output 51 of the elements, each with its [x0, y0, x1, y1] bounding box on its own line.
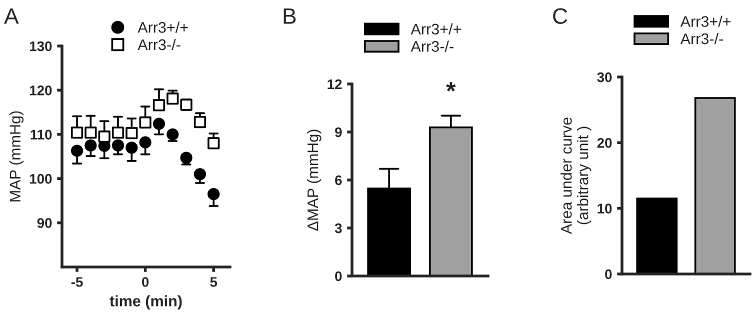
point — [112, 139, 124, 152]
y-axis-title: MAP (mmHg) — [9, 111, 24, 202]
y-tick-label: 130 — [30, 41, 52, 52]
point — [70, 126, 84, 139]
point — [194, 116, 206, 128]
point — [98, 130, 110, 143]
legend-label: Arr3+/+ — [680, 16, 731, 27]
x-tick-label: 5 — [210, 277, 218, 287]
point — [126, 142, 138, 154]
point — [166, 92, 179, 105]
point — [152, 118, 166, 130]
y-tick-label: 6 — [335, 175, 342, 186]
y-tick-label: 9 — [335, 127, 342, 138]
y-tick-label: 10 — [598, 204, 612, 214]
y-tick-label: 0 — [605, 269, 612, 280]
y-tick-label: 3 — [334, 223, 342, 234]
point — [112, 126, 124, 139]
point — [208, 137, 220, 150]
point — [126, 127, 138, 140]
y-axis-title: ΔMAP (mmHg) — [307, 130, 322, 231]
y-tick-label: 120 — [30, 86, 52, 96]
x-tick-label: -5 — [71, 277, 83, 287]
point — [208, 188, 220, 200]
point — [84, 139, 97, 152]
y-tick-label: 30 — [597, 72, 612, 82]
chart-title: B — [284, 8, 296, 24]
point — [152, 99, 166, 112]
y-tick-label: 110 — [30, 130, 52, 140]
point — [180, 98, 192, 111]
point — [194, 168, 206, 180]
legend-label: Arr3-/- — [680, 33, 723, 44]
y-tick-label: 20 — [597, 138, 612, 148]
point — [180, 152, 192, 164]
chart-title: A — [4, 8, 19, 24]
y-axis-title: Area under curve (arbitrary unit ) — [560, 118, 592, 234]
point — [139, 116, 152, 129]
annotation: * — [446, 82, 456, 92]
x-axis-title: time (min) — [110, 295, 182, 310]
legend-label: Arr3-/- — [410, 40, 454, 52]
point — [70, 144, 84, 157]
legend-label: Arr3+/+ — [138, 22, 188, 33]
point — [166, 128, 179, 140]
chart-title: C — [553, 8, 568, 24]
point — [139, 136, 152, 148]
legend-label: Arr3-/- — [138, 38, 180, 50]
y-tick-label: 90 — [37, 218, 52, 228]
legend-label: Arr3+/+ — [410, 23, 461, 35]
point — [84, 126, 97, 139]
x-tick-label: 0 — [142, 277, 149, 287]
y-tick-label: 100 — [30, 174, 52, 184]
y-tick-label: 12 — [328, 79, 342, 90]
